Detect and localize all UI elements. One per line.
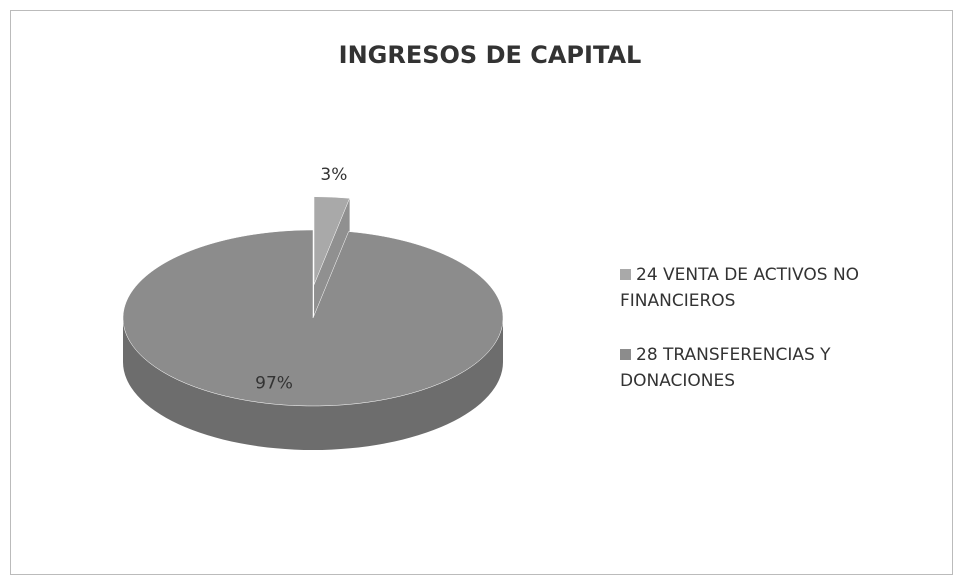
- data-label: 3%: [320, 165, 347, 185]
- legend-label: 28 TRANSFERENCIAS Y DONACIONES: [620, 345, 831, 391]
- legend-swatch: [620, 349, 631, 360]
- slice: [313, 196, 350, 285]
- chart-title: INGRESOS DE CAPITAL: [339, 41, 642, 69]
- legend-swatch: [620, 269, 631, 280]
- data-label: 97%: [255, 374, 293, 394]
- legend-entry: 24 VENTA DE ACTIVOS NO FINANCIEROS: [620, 262, 920, 314]
- slice-side: [123, 318, 503, 450]
- legend-label: 24 VENTA DE ACTIVOS NO FINANCIEROS: [620, 265, 860, 311]
- slice: [122, 229, 504, 407]
- legend-entry: 28 TRANSFERENCIAS Y DONACIONES: [620, 342, 920, 394]
